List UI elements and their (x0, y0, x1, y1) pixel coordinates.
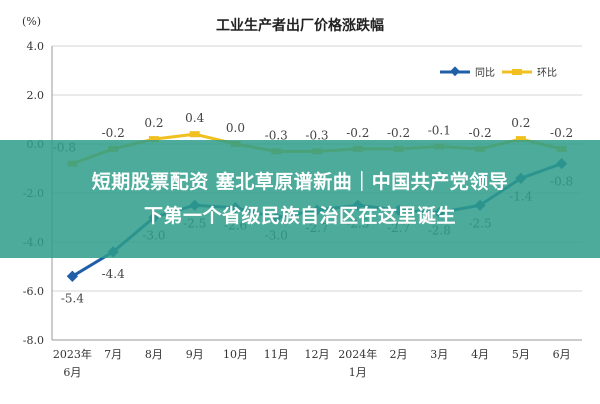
legend: 同比 环比 (440, 66, 557, 79)
y-tick-label: -6.0 (23, 285, 44, 298)
legend-marker (450, 66, 460, 77)
x-tick-label: 8月 (145, 348, 163, 361)
legend-label: 环比 (537, 67, 557, 79)
point-mom (148, 136, 159, 143)
point-mom (189, 131, 200, 138)
data-label-mom: -0.2 (550, 126, 573, 140)
x-tick-label: 2月 (390, 348, 408, 361)
y-tick-label: 2.0 (27, 89, 45, 102)
legend-marker (512, 69, 522, 75)
x-tick-label: 11月 (264, 348, 289, 361)
banner-line-2: 下第一个省级民族自治区在这里诞生 (143, 205, 456, 227)
data-label-mom: -0.1 (428, 123, 451, 137)
point-mom (515, 136, 526, 143)
y-axis-unit: (%) (22, 15, 41, 28)
x-tick-label: 3月 (430, 348, 448, 361)
data-label-mom: 0.4 (185, 111, 204, 125)
x-tick-label: 2024年 1月 (338, 347, 377, 379)
data-label-mom: -0.3 (305, 128, 328, 142)
data-label-mom: 0.0 (226, 121, 245, 135)
legend-label: 同比 (475, 67, 495, 79)
x-tick-label: 9月 (186, 348, 204, 361)
data-label-mom: 0.2 (144, 116, 163, 130)
y-tick-label: 4.0 (27, 40, 45, 53)
x-tick-label: 10月 (223, 348, 248, 361)
x-tick-label: 7月 (104, 348, 122, 361)
chart-title: 工业生产者出厂价格涨跌幅 (216, 17, 384, 34)
x-tick-label: 2023年 6月 (53, 347, 92, 379)
data-label-yoy: -5.4 (61, 291, 85, 305)
data-label-mom: 0.2 (511, 116, 530, 130)
data-label-mom: -0.2 (346, 126, 369, 140)
data-label-mom: -0.2 (102, 126, 125, 140)
x-tick-label: 6月 (553, 348, 571, 361)
data-label-mom: -0.3 (265, 128, 288, 142)
banner-overlay[interactable]: 短期股票配资 塞北草原谱新曲｜中国共产党领导 下第一个省级民族自治区在这里诞生 (0, 140, 600, 258)
x-tick-label: 4月 (471, 348, 489, 361)
x-tick-label: 12月 (305, 348, 330, 361)
data-label-yoy: -4.4 (102, 267, 126, 281)
banner-line-1: 短期股票配资 塞北草原谱新曲｜中国共产党领导 (91, 171, 509, 193)
y-tick-label: -8.0 (23, 334, 44, 347)
data-label-mom: -0.2 (387, 126, 410, 140)
x-tick-label: 5月 (512, 348, 530, 361)
data-label-mom: -0.2 (469, 126, 492, 140)
